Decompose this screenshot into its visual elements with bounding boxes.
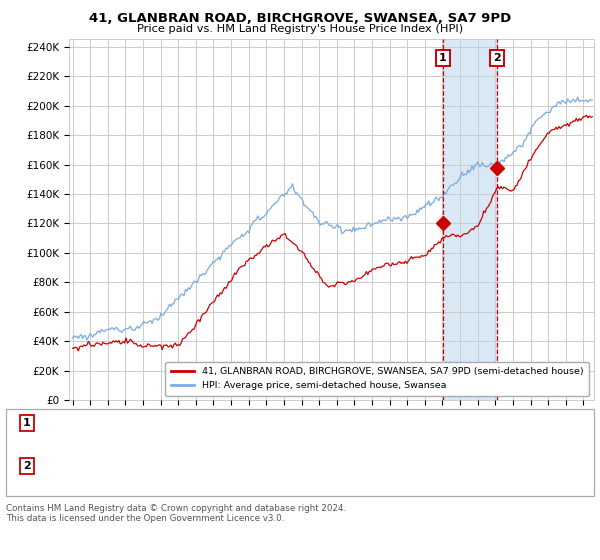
Legend: 41, GLANBRAN ROAD, BIRCHGROVE, SWANSEA, SA7 9PD (semi-detached house), HPI: Aver: 41, GLANBRAN ROAD, BIRCHGROVE, SWANSEA, … [165,362,589,396]
Bar [443,39,497,400]
Text: £157,500: £157,500 [204,461,257,471]
Text: 14% ↓ HPI: 14% ↓ HPI [348,418,407,428]
Text: 04-JAN-2016: 04-JAN-2016 [57,418,127,428]
Text: 13-FEB-2019: 13-FEB-2019 [57,461,128,471]
Text: 3% ↑ HPI: 3% ↑ HPI [348,461,400,471]
Text: 2: 2 [494,53,502,63]
Text: 41, GLANBRAN ROAD, BIRCHGROVE, SWANSEA, SA7 9PD: 41, GLANBRAN ROAD, BIRCHGROVE, SWANSEA, … [89,12,511,25]
Text: 1: 1 [439,53,447,63]
Text: Price paid vs. HM Land Registry's House Price Index (HPI): Price paid vs. HM Land Registry's House … [137,24,463,34]
Text: Contains HM Land Registry data © Crown copyright and database right 2024.
This d: Contains HM Land Registry data © Crown c… [6,504,346,524]
Text: £120,000: £120,000 [204,418,257,428]
Text: 1: 1 [23,418,31,428]
Text: 2: 2 [23,461,31,471]
